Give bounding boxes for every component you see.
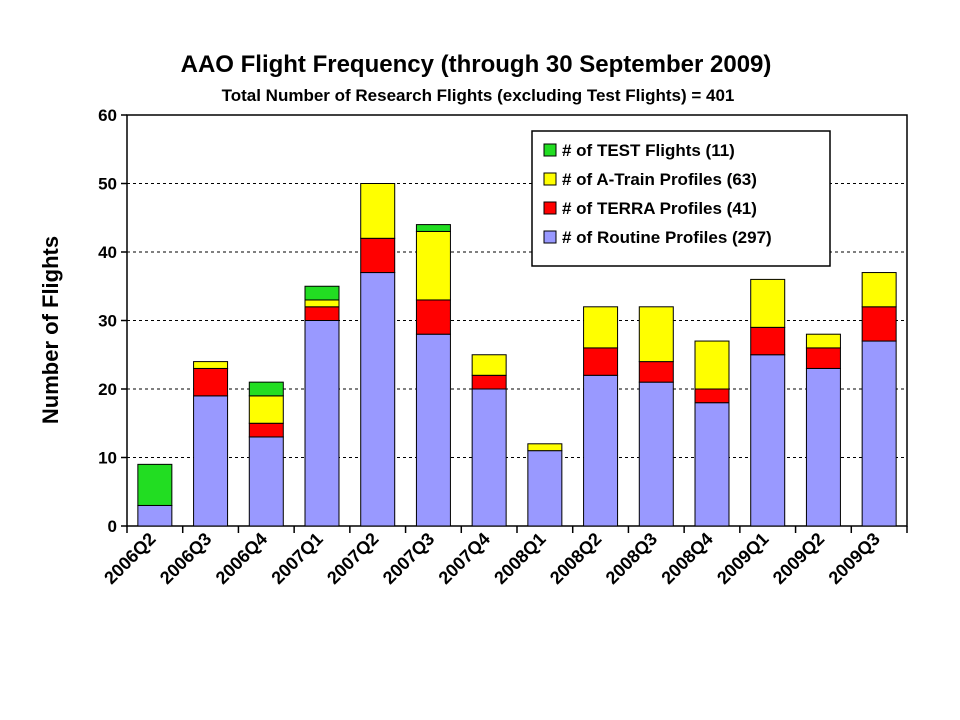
y-tick-label: 10 [98,449,117,468]
y-tick-label: 50 [98,175,117,194]
legend-label: # of Routine Profiles (297) [562,228,772,247]
bar-segment [193,367,229,397]
bar-segment [638,361,674,383]
y-axis-label: Number of Flights [38,236,63,424]
bar-segment [694,388,730,404]
x-tick-label: 2009Q1 [713,529,772,588]
legend-swatch [543,143,557,157]
bar-segment [861,306,897,342]
x-tick-label: 2008Q4 [657,529,716,588]
bar-segment [137,463,173,506]
bar-segment [360,272,396,527]
bar-segment [527,443,563,452]
bar-segment [861,340,897,527]
x-tick-label: 2008Q3 [602,529,661,588]
bar-segment [638,381,674,527]
bar-segment [861,272,897,308]
x-tick-label: 2007Q1 [267,529,326,588]
bar-segment [527,450,563,527]
y-tick-label: 0 [108,517,117,536]
bar-segment [415,224,451,232]
bar-segment [304,320,340,527]
bar-segment [750,326,786,356]
bar-segment [360,237,396,274]
legend-swatch [543,230,557,244]
legend-label: # of TERRA Profiles (41) [562,199,757,218]
x-tick-label: 2007Q2 [323,529,382,588]
bar-segment [415,299,451,335]
bar-segment [694,402,730,527]
legend-swatch [543,201,557,215]
bar-segment [248,381,284,397]
bar-segment [750,278,786,328]
x-tick-label: 2008Q2 [546,529,605,588]
legend-box [531,130,831,267]
bar-segment [638,306,674,363]
x-tick-label: 2006Q4 [212,529,271,588]
y-tick-label: 20 [98,380,117,399]
y-tick-label: 30 [98,312,117,331]
bar-segment [805,347,841,369]
bar-segment [248,436,284,527]
bar-segment [583,306,619,349]
bar-segment [583,374,619,527]
bar-segment [415,230,451,301]
chart-title: AAO Flight Frequency (through 30 Septemb… [181,51,772,78]
bar-segment [583,347,619,376]
legend-swatch [543,172,557,186]
bar-segment [193,395,229,527]
x-tick-label: 2007Q4 [435,529,494,588]
bar-segment [304,299,340,308]
bar-segment [471,374,507,390]
bar-segment [694,340,730,390]
x-tick-label: 2009Q3 [825,529,884,588]
bar-segment [471,354,507,376]
bar-segment [304,306,340,321]
x-tick-label: 2009Q2 [769,529,828,588]
bar-segment [805,367,841,527]
x-tick-label: 2007Q3 [379,529,438,588]
bar-segment [471,388,507,527]
bar-segment [805,333,841,349]
bar-segment [415,333,451,527]
bar-segment [750,354,786,527]
x-tick-label: 2006Q2 [100,529,159,588]
bar-segment [304,285,340,301]
legend-label: # of A-Train Profiles (63) [562,170,757,189]
chart-subtitle: Total Number of Research Flights (exclud… [222,86,735,105]
bar-segment [193,361,229,369]
bar-segment [248,395,284,424]
bar-segment [137,504,173,527]
y-tick-label: 40 [98,243,117,262]
x-tick-label: 2006Q3 [156,529,215,588]
x-tick-label: 2008Q1 [490,529,549,588]
y-tick-label: 60 [98,106,117,125]
bar-segment [248,422,284,438]
legend-label: # of TEST Flights (11) [562,141,735,160]
bar-segment [360,183,396,239]
legend: # of TEST Flights (11) # of A-Train Profi… [531,130,831,267]
